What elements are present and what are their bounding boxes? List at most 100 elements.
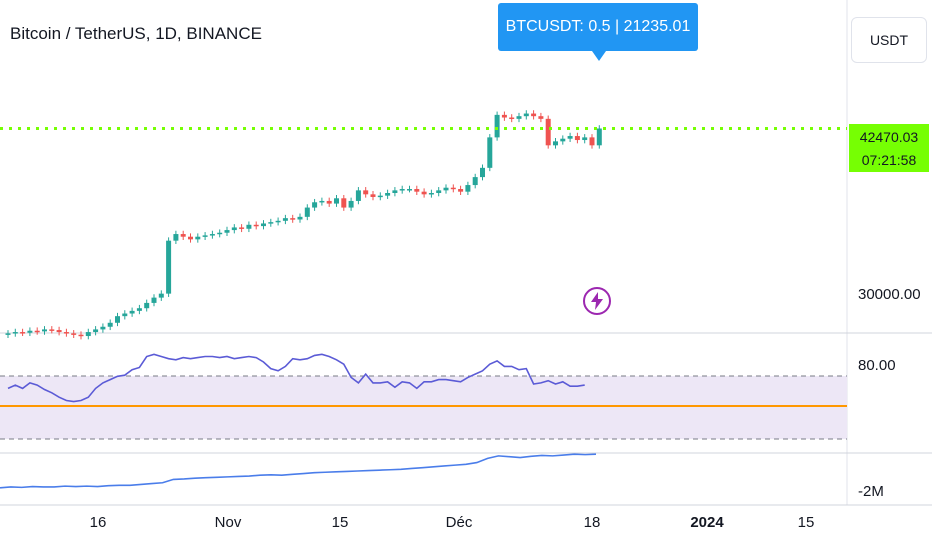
rsi-band xyxy=(0,376,847,439)
candle-body xyxy=(56,330,62,333)
candle-body xyxy=(370,194,376,197)
candle-body xyxy=(334,198,339,204)
candle-body xyxy=(85,332,91,337)
candle-body xyxy=(239,227,245,229)
candle-body xyxy=(560,138,566,142)
candle-body xyxy=(414,189,420,192)
candle-body xyxy=(78,334,84,337)
candle-body xyxy=(268,222,274,224)
candle-body xyxy=(282,218,288,221)
time-tick-label: 18 xyxy=(584,514,601,531)
candle-body xyxy=(27,330,33,333)
candle-body xyxy=(428,193,434,195)
candle-body xyxy=(93,329,99,333)
candle-body xyxy=(173,234,179,241)
candle-body xyxy=(42,329,47,332)
candle-body xyxy=(115,316,120,323)
rsi-line xyxy=(7,353,585,403)
time-tick-label: 15 xyxy=(798,514,815,531)
candle-body xyxy=(297,216,303,220)
time-tick-label: Nov xyxy=(215,514,242,531)
time-tick-label: Déc xyxy=(446,514,473,531)
candle-body xyxy=(231,227,237,231)
candle-body xyxy=(348,200,354,208)
candle-body xyxy=(574,136,580,141)
candle-body xyxy=(465,185,471,192)
volume-line xyxy=(0,453,597,489)
candle-body xyxy=(188,236,193,240)
candle-body xyxy=(392,190,398,193)
price-tick-label: 30000.00 xyxy=(858,286,921,303)
candle-body xyxy=(494,114,500,138)
chart-title: Bitcoin / TetherUS, 1D, BINANCE xyxy=(10,24,262,43)
candle-body xyxy=(443,187,449,191)
candle-body xyxy=(136,308,142,311)
candle-body xyxy=(545,118,551,146)
candle-body xyxy=(290,218,296,220)
candle-body xyxy=(312,202,318,208)
candle-body xyxy=(217,232,223,235)
time-axis[interactable]: 16 Nov 15 Déc 18 2024 15 xyxy=(90,514,815,531)
candle-body xyxy=(209,234,215,236)
candle-body xyxy=(253,224,259,227)
candle-body xyxy=(129,310,135,314)
time-tick-label: 2024 xyxy=(690,514,724,531)
candle-body xyxy=(12,332,18,334)
candle-body xyxy=(363,190,369,195)
candle-body xyxy=(20,332,26,334)
candle-body xyxy=(261,223,266,227)
candle-body xyxy=(34,330,40,333)
candle-body xyxy=(553,141,558,146)
candle-body xyxy=(582,137,588,141)
time-tick-label: 16 xyxy=(90,514,107,531)
currency-button[interactable]: USDT xyxy=(851,17,927,63)
candle-body xyxy=(355,190,361,201)
candle-body xyxy=(509,117,515,120)
candle-body xyxy=(151,297,157,303)
candle-body xyxy=(589,137,595,146)
time-tick-label: 15 xyxy=(332,514,349,531)
candle-body xyxy=(501,114,507,118)
candle-body xyxy=(63,332,69,334)
candle-body xyxy=(341,198,347,208)
candle-body xyxy=(538,116,544,119)
candle-body xyxy=(275,220,281,223)
candle-body xyxy=(385,193,391,196)
rsi-tick-label: 80.00 xyxy=(858,357,896,374)
volume-tick-label: -2M xyxy=(858,483,884,500)
candle-body xyxy=(472,177,478,186)
candle-body xyxy=(487,137,493,168)
candle-body xyxy=(516,116,522,119)
candle-body xyxy=(596,128,602,146)
candle-body xyxy=(100,326,106,330)
candle-body xyxy=(567,136,573,139)
symbol-tooltip: BTCUSDT: 0.5 | 21235.01 xyxy=(498,3,698,61)
candle-body xyxy=(180,234,186,237)
candle-body xyxy=(224,230,230,233)
candle-body xyxy=(158,293,164,298)
candle-body xyxy=(304,207,310,217)
lightning-glyph xyxy=(591,292,603,310)
lightning-icon[interactable] xyxy=(583,287,611,315)
candle-body xyxy=(421,191,427,195)
candle-body xyxy=(144,302,150,309)
candle-body xyxy=(5,333,11,335)
candle-body xyxy=(202,235,208,237)
countdown-label: 07:21:58 xyxy=(849,148,929,172)
candle-body xyxy=(195,236,201,240)
candlestick-series xyxy=(5,110,602,340)
candle-body xyxy=(107,322,113,327)
last-price-label: 42470.03 xyxy=(849,124,929,149)
candle-body xyxy=(480,167,485,178)
candle-body xyxy=(377,195,383,198)
candle-body xyxy=(122,313,128,317)
candle-body xyxy=(523,113,529,117)
candle-body xyxy=(399,189,405,191)
candle-body xyxy=(450,187,456,190)
candle-body xyxy=(326,200,332,204)
candle-body xyxy=(49,329,55,331)
candle-body xyxy=(407,189,412,191)
candle-body xyxy=(71,333,77,335)
candle-body xyxy=(246,224,252,229)
